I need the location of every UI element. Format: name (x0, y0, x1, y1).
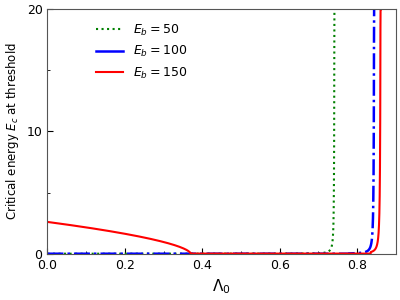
Y-axis label: Critical energy $E_c$ at threshold: Critical energy $E_c$ at threshold (4, 43, 21, 220)
X-axis label: $\Lambda_0$: $\Lambda_0$ (212, 277, 231, 296)
Legend: $E_b = 50$, $E_b = 100$, $E_b = 150$: $E_b = 50$, $E_b = 100$, $E_b = 150$ (96, 23, 187, 81)
